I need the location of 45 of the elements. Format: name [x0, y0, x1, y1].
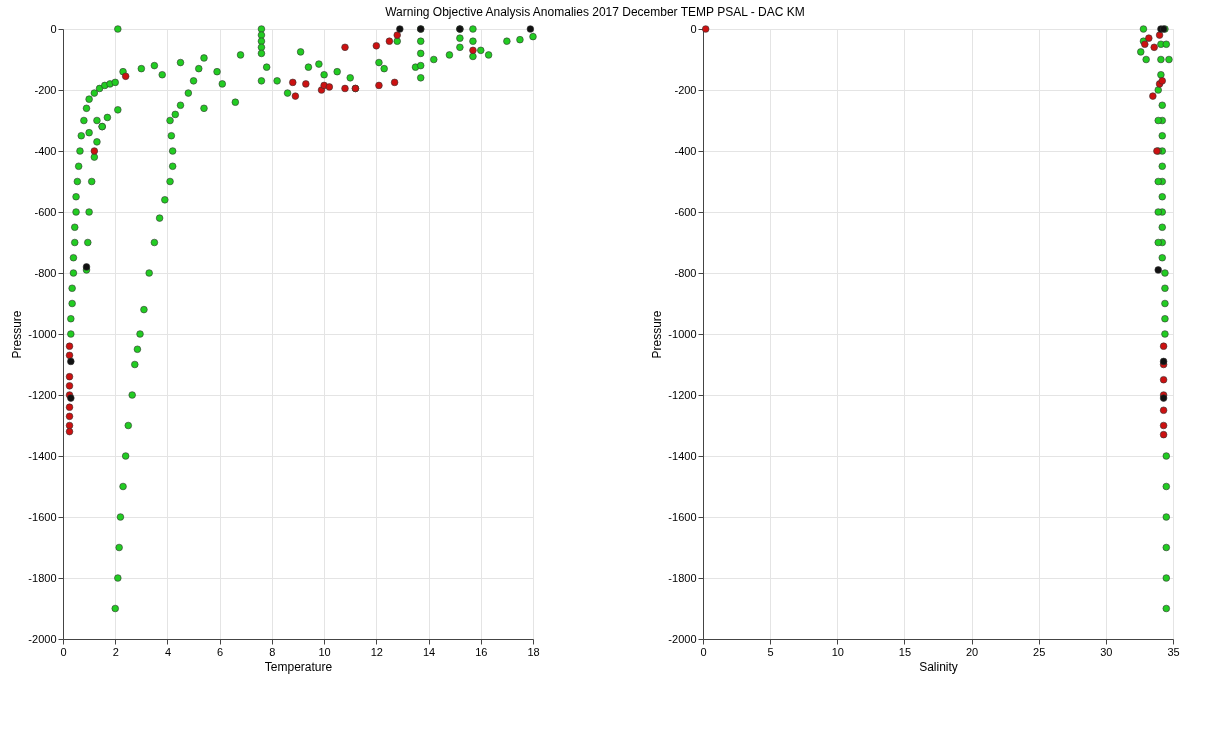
text: Warning Objective Analysis Anomalies 2017 December TEMP PSAL - DAC KM — [385, 4, 805, 19]
x-tick-label: 14 — [422, 645, 436, 658]
y-tick-label: -1000 — [668, 327, 697, 340]
x-tick-label: 16 — [475, 645, 488, 658]
x-tick-label: 10 — [318, 645, 331, 658]
x-tick-label: 15 — [898, 645, 912, 658]
x-tick-label: 20 — [965, 645, 979, 658]
x-tick-label: 8 — [269, 645, 276, 658]
y-tick-label: -1000 — [28, 327, 57, 340]
y-tick-label: 0 — [690, 22, 697, 35]
x-tick-label: 12 — [370, 645, 383, 658]
y-tick-label: -800 — [674, 266, 697, 279]
y-tick-label: -400 — [34, 144, 57, 157]
y-tick-label: -1800 — [28, 571, 57, 584]
x-tick-label: 18 — [527, 645, 540, 658]
x-tick-label: 5 — [767, 645, 774, 658]
y-tick-label: -400 — [674, 144, 697, 157]
x-tick-label: 0 — [60, 645, 67, 658]
y-tick-label: -1600 — [28, 510, 57, 523]
x-axis-title: Temperature — [264, 659, 333, 674]
y-axis-title: Pressure — [10, 310, 25, 359]
y-tick-label: -2000 — [668, 632, 697, 645]
y-tick-label: -2000 — [28, 632, 57, 645]
x-axis-title: Salinity — [919, 659, 958, 674]
y-tick-label: -200 — [34, 83, 57, 96]
x-tick-label: 35 — [1167, 645, 1180, 658]
x-tick-label: 6 — [217, 645, 224, 658]
x-tick-label: 0 — [700, 645, 707, 658]
x-tick-label: 2 — [112, 645, 119, 658]
y-tick-label: -800 — [34, 266, 57, 279]
y-tick-label: -1200 — [668, 388, 697, 401]
x-tick-label: 30 — [1100, 645, 1113, 658]
x-tick-label: 4 — [164, 645, 172, 658]
y-tick-label: -1600 — [668, 510, 697, 523]
y-tick-label: -200 — [674, 83, 697, 96]
y-tick-label: -600 — [34, 205, 57, 218]
y-tick-label: 0 — [50, 22, 57, 35]
x-tick-label: 25 — [1033, 645, 1046, 658]
y-axis-title: Pressure — [650, 310, 665, 359]
x-tick-label: 10 — [831, 645, 844, 658]
y-tick-label: -1200 — [28, 388, 57, 401]
y-tick-label: -600 — [674, 205, 697, 218]
y-tick-label: -1400 — [668, 449, 697, 462]
y-tick-label: -1400 — [28, 449, 57, 462]
y-tick-label: -1800 — [668, 571, 697, 584]
